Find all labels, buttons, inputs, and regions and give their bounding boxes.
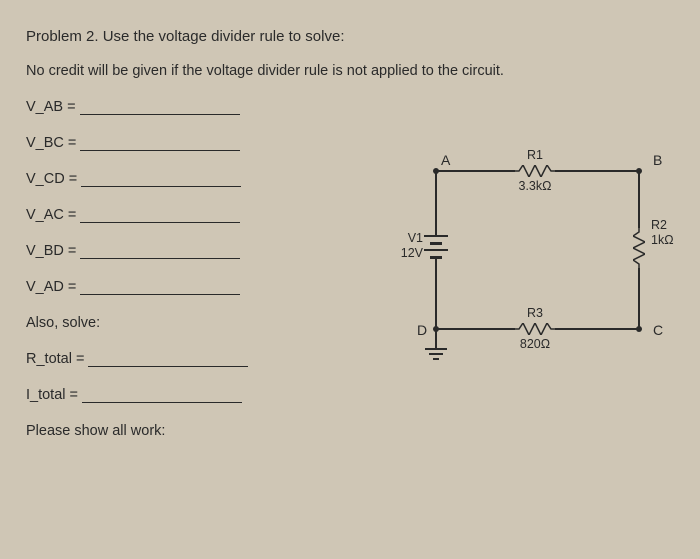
wire bbox=[555, 328, 640, 330]
blank-line bbox=[80, 137, 240, 151]
blank-row: V_BC = bbox=[26, 135, 674, 151]
node-dot bbox=[433, 326, 439, 332]
r3-name-label: R3 bbox=[523, 306, 547, 320]
blank-line bbox=[82, 389, 242, 403]
node-a-label: A bbox=[441, 152, 450, 168]
blank-label: I_total = bbox=[26, 387, 78, 403]
blank-label: V_AC = bbox=[26, 207, 76, 223]
node-dot bbox=[636, 326, 642, 332]
blank-label: V_AD = bbox=[26, 279, 76, 295]
wire bbox=[435, 328, 515, 330]
blank-row: I_total = bbox=[26, 387, 674, 403]
wire bbox=[638, 170, 640, 228]
wire bbox=[435, 330, 437, 348]
circuit-diagram: A B C D R1 3.3kΩ R2 1kΩ R3 820Ω V1 12V bbox=[395, 158, 675, 368]
node-c-label: C bbox=[653, 322, 663, 338]
r2-value-label: 1kΩ bbox=[651, 233, 681, 247]
node-b-label: B bbox=[653, 152, 662, 168]
node-d-label: D bbox=[417, 322, 427, 338]
wire bbox=[435, 259, 437, 330]
blank-row: V_AB = bbox=[26, 99, 674, 115]
show-work-label: Please show all work: bbox=[26, 423, 674, 439]
r2-name-label: R2 bbox=[651, 218, 677, 232]
blank-label: V_AB = bbox=[26, 99, 76, 115]
wire bbox=[435, 170, 515, 172]
blank-line bbox=[88, 353, 248, 367]
v1-value-label: 12V bbox=[395, 246, 423, 260]
resistor-r1 bbox=[515, 165, 555, 177]
r1-value-label: 3.3kΩ bbox=[515, 179, 555, 193]
blank-line bbox=[80, 281, 240, 295]
node-dot bbox=[636, 168, 642, 174]
blank-label: V_CD = bbox=[26, 171, 77, 187]
node-dot bbox=[433, 168, 439, 174]
problem-title: Problem 2. Use the voltage divider rule … bbox=[26, 28, 674, 45]
blank-label: V_BC = bbox=[26, 135, 76, 151]
wire bbox=[435, 170, 437, 235]
r1-name-label: R1 bbox=[523, 148, 547, 162]
resistor-r3 bbox=[515, 323, 555, 335]
blank-line bbox=[80, 209, 240, 223]
resistor-r2 bbox=[633, 228, 645, 268]
blank-line bbox=[80, 101, 240, 115]
blank-label: R_total = bbox=[26, 351, 84, 367]
problem-warning: No credit will be given if the voltage d… bbox=[26, 63, 674, 79]
r3-value-label: 820Ω bbox=[515, 337, 555, 351]
blank-line bbox=[80, 245, 240, 259]
wire bbox=[555, 170, 640, 172]
blank-label: V_BD = bbox=[26, 243, 76, 259]
blank-line bbox=[81, 173, 241, 187]
wire bbox=[638, 268, 640, 330]
v1-name-label: V1 bbox=[399, 231, 423, 245]
